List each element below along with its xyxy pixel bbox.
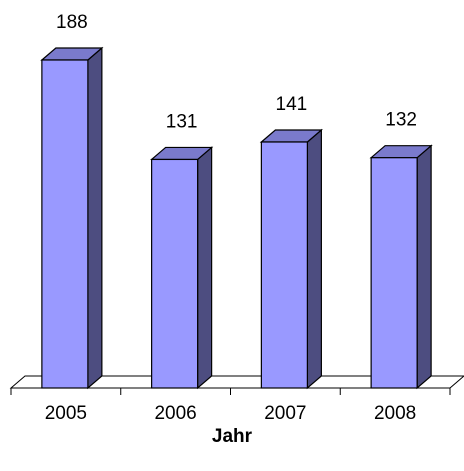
bar-side xyxy=(87,46,103,390)
bar-side xyxy=(306,128,322,390)
bar-2007: 141 xyxy=(259,94,323,390)
bar-front xyxy=(151,158,199,389)
bar-side xyxy=(416,144,432,390)
x-axis: 2005 2006 2007 2008 xyxy=(10,387,451,424)
bar-front xyxy=(370,157,418,389)
bar-2008: 132 xyxy=(369,110,433,390)
x-axis-label: Jahr xyxy=(212,426,253,447)
data-label: 141 xyxy=(276,94,308,115)
x-tick-label: 2006 xyxy=(154,403,196,424)
bar-2005: 188 xyxy=(40,12,104,390)
bar-2006: 131 xyxy=(150,111,214,390)
data-label: 132 xyxy=(385,110,417,131)
x-tick-label: 2008 xyxy=(374,403,416,424)
x-tick-label: 2005 xyxy=(45,403,87,424)
data-label: 188 xyxy=(56,12,88,33)
bar-side xyxy=(197,146,213,390)
bars-group: 188 131 141 132 xyxy=(40,12,433,390)
bar-front xyxy=(260,141,308,389)
x-tick-label: 2007 xyxy=(264,403,306,424)
data-label: 131 xyxy=(166,111,198,132)
bar-front xyxy=(41,59,89,389)
